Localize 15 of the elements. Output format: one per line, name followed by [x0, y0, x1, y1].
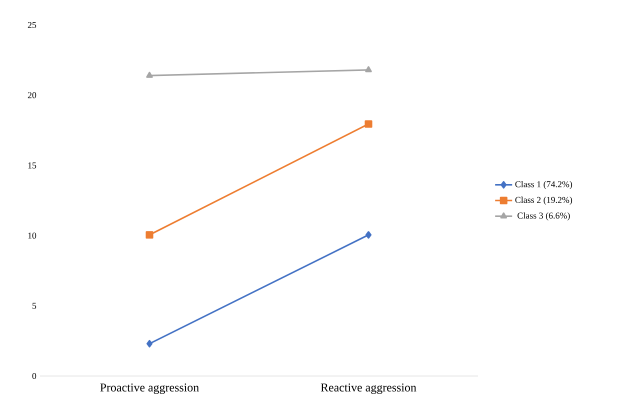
- point: [146, 231, 154, 239]
- y-tick-label: 25: [28, 22, 36, 28]
- point: [146, 340, 153, 348]
- y-tick-label: 10: [28, 232, 36, 239]
- legend-label: Class 2 (19.2%): [515, 196, 572, 205]
- point: [364, 120, 372, 128]
- y-tick-label: 15: [28, 162, 36, 168]
- point: [365, 231, 372, 239]
- legend-label: Class 3 (6.6%): [518, 212, 570, 220]
- y-tick-label: 5: [32, 302, 36, 309]
- x-tick-label: Proactive aggression: [100, 384, 199, 394]
- legend-label: Class 1 (74.2%): [515, 180, 572, 190]
- x-tick-label: Reactive aggression: [320, 384, 416, 394]
- y-tick-label: 0: [32, 372, 36, 380]
- y-tick-label: 20: [28, 92, 36, 98]
